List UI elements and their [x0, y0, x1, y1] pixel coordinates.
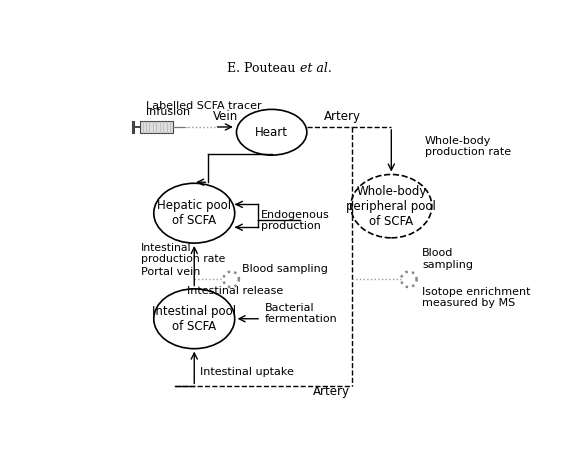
Text: Intestinal
production rate: Intestinal production rate	[141, 243, 225, 265]
Text: Isotope enrichment
measured by MS: Isotope enrichment measured by MS	[422, 287, 531, 308]
Text: Heart: Heart	[255, 126, 288, 139]
Text: Whole-body
peripheral pool
of SCFA: Whole-body peripheral pool of SCFA	[346, 185, 436, 228]
Text: Blood
sampling: Blood sampling	[422, 248, 473, 270]
Text: Intestinal uptake: Intestinal uptake	[199, 367, 294, 377]
Text: Endogenous
production: Endogenous production	[261, 210, 330, 231]
FancyBboxPatch shape	[140, 121, 173, 133]
Text: Vein: Vein	[212, 110, 238, 123]
Text: E. Pouteau: E. Pouteau	[228, 62, 300, 74]
Text: Hepatic pool
of SCFA: Hepatic pool of SCFA	[157, 199, 231, 227]
Text: et al.: et al.	[300, 62, 332, 74]
Text: Blood sampling: Blood sampling	[242, 264, 328, 274]
Text: Bacterial
fermentation: Bacterial fermentation	[264, 303, 338, 324]
Text: Portal vein: Portal vein	[141, 267, 200, 277]
Text: Artery: Artery	[313, 385, 350, 398]
Text: Intestinal release: Intestinal release	[187, 287, 284, 297]
Text: infusion: infusion	[146, 107, 190, 117]
Text: Intestinal pool
of SCFA: Intestinal pool of SCFA	[152, 305, 236, 333]
Text: Labelled SCFA tracer: Labelled SCFA tracer	[146, 101, 261, 111]
Text: Whole-body
production rate: Whole-body production rate	[425, 136, 511, 157]
Text: Artery: Artery	[324, 110, 361, 123]
